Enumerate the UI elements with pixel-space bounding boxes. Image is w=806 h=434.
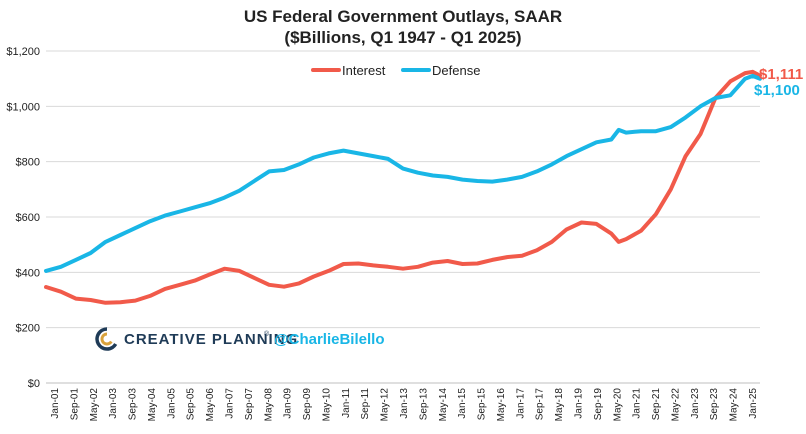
x-tick-label: May-06 bbox=[205, 388, 216, 422]
legend-label-defense: Defense bbox=[432, 63, 480, 78]
x-tick-label: Jan-07 bbox=[225, 388, 236, 419]
y-tick-label: $0 bbox=[28, 378, 40, 390]
x-tick-label: Jan-11 bbox=[341, 388, 352, 418]
watermark-registered-mark: ® bbox=[264, 330, 270, 338]
x-tick-label: Sep-05 bbox=[186, 388, 197, 421]
x-tick-label: May-02 bbox=[89, 388, 100, 422]
x-tick-label: May-22 bbox=[670, 388, 681, 422]
x-tick-label: May-20 bbox=[612, 388, 623, 422]
end-label-interest: $1,111 bbox=[759, 66, 803, 83]
x-tick-label: Jan-25 bbox=[748, 388, 759, 419]
x-tick-label: May-14 bbox=[438, 388, 449, 422]
y-tick-label: $1,200 bbox=[6, 46, 40, 58]
creative-planning-logo bbox=[95, 327, 118, 351]
grid-lines bbox=[46, 50, 760, 329]
x-tick-label: May-08 bbox=[263, 388, 274, 422]
x-axis: Jan-01 Sep-01 May-02 Jan-03 Sep-03 May-04 Jan-… bbox=[50, 388, 759, 422]
x-tick-label: Sep-13 bbox=[418, 388, 429, 421]
watermark-brand: CREATIVE PLANNING bbox=[124, 331, 298, 348]
end-label-defense: $1,100 bbox=[754, 82, 800, 99]
y-tick-label: $600 bbox=[16, 212, 40, 224]
x-tick-label: Jan-17 bbox=[515, 388, 526, 419]
legend-label-interest: Interest bbox=[342, 63, 386, 78]
x-tick-label: May-10 bbox=[321, 388, 332, 422]
x-tick-label: Jan-01 bbox=[50, 388, 61, 419]
x-tick-label: Sep-15 bbox=[477, 388, 488, 421]
y-tick-label: $200 bbox=[16, 323, 40, 335]
x-tick-label: May-24 bbox=[729, 388, 740, 422]
x-tick-label: Sep-01 bbox=[69, 388, 80, 421]
x-tick-label: Sep-17 bbox=[535, 388, 546, 421]
y-tick-label: $1,000 bbox=[6, 101, 40, 113]
x-tick-label: Sep-19 bbox=[593, 388, 604, 421]
x-tick-label: May-04 bbox=[147, 388, 158, 422]
chart-title: US Federal Government Outlays, SAAR bbox=[244, 7, 562, 26]
x-tick-label: Jan-15 bbox=[457, 388, 468, 419]
x-tick-label: Jan-05 bbox=[166, 388, 177, 419]
x-tick-label: Jan-21 bbox=[632, 388, 643, 419]
x-tick-label: May-12 bbox=[380, 388, 391, 422]
chart-subtitle: ($Billions, Q1 1947 - Q1 2025) bbox=[284, 28, 521, 47]
x-tick-label: Sep-07 bbox=[244, 388, 255, 421]
watermark: CREATIVE PLANNING ® @CharlieBilello bbox=[95, 327, 385, 351]
x-tick-label: Jan-19 bbox=[574, 388, 585, 419]
x-tick-label: Sep-09 bbox=[302, 388, 313, 421]
series-line-defense bbox=[44, 73, 762, 273]
watermark-handle: @CharlieBilello bbox=[274, 331, 385, 348]
x-tick-label: Sep-21 bbox=[651, 388, 662, 421]
x-tick-label: Sep-23 bbox=[709, 388, 720, 421]
x-tick-label: Sep-11 bbox=[360, 388, 371, 420]
x-tick-label: Jan-13 bbox=[399, 388, 410, 419]
x-tick-label: Jan-23 bbox=[690, 388, 701, 419]
x-tick-label: May-18 bbox=[554, 388, 565, 422]
y-axis: $0 $200 $400 $600 $800 $1,000 $1,200 bbox=[6, 46, 40, 390]
y-tick-label: $800 bbox=[16, 157, 40, 169]
legend: Interest Defense bbox=[311, 63, 480, 78]
y-tick-label: $400 bbox=[16, 267, 40, 279]
x-tick-label: Jan-09 bbox=[283, 388, 294, 419]
series-group bbox=[44, 69, 762, 305]
x-tick-label: Sep-03 bbox=[128, 388, 139, 421]
x-tick-label: May-16 bbox=[496, 388, 507, 422]
x-tick-label: Jan-03 bbox=[108, 388, 119, 419]
series-line-interest bbox=[44, 69, 762, 305]
